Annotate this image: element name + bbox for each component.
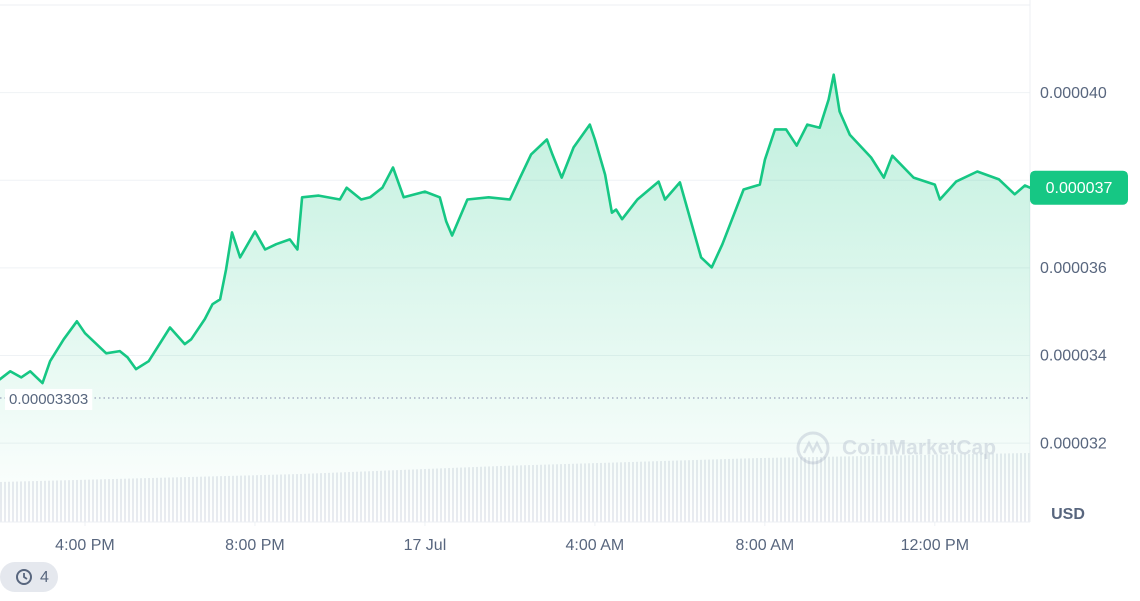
y-tick-label: 0.000040 — [1040, 85, 1107, 102]
y-tick-label: 0.000034 — [1040, 348, 1107, 365]
reference-label-bg — [5, 388, 93, 410]
history-icon — [16, 569, 32, 585]
x-tick-label: 8:00 PM — [225, 537, 285, 554]
x-tick-label: 17 Jul — [404, 537, 447, 554]
price-line — [0, 73, 1032, 385]
y-tick-label: 0.000036 — [1040, 260, 1107, 277]
history-badge[interactable]: 4 — [0, 562, 58, 592]
history-count: 4 — [40, 569, 49, 586]
watermark-text: CoinMarketCap — [842, 437, 996, 460]
x-tick-label: 8:00 AM — [735, 537, 794, 554]
y-tick-label: 0.000032 — [1040, 435, 1107, 452]
current-price-label: 0.000037 — [1046, 180, 1113, 197]
reference-label: 0.00003303 — [9, 391, 88, 408]
watermark: CoinMarketCap — [796, 431, 996, 465]
history-icon-hand — [23, 573, 28, 580]
price-area — [0, 74, 1030, 522]
currency-label: USD — [1051, 506, 1085, 523]
x-tick-label: 4:00 AM — [566, 537, 625, 554]
x-tick-label: 4:00 PM — [55, 537, 115, 554]
marks: 0.00003303 — [0, 73, 1032, 522]
x-tick-label: 12:00 PM — [901, 537, 969, 554]
history-badge-bg[interactable] — [0, 562, 58, 592]
current-price-badge — [1030, 170, 1128, 205]
